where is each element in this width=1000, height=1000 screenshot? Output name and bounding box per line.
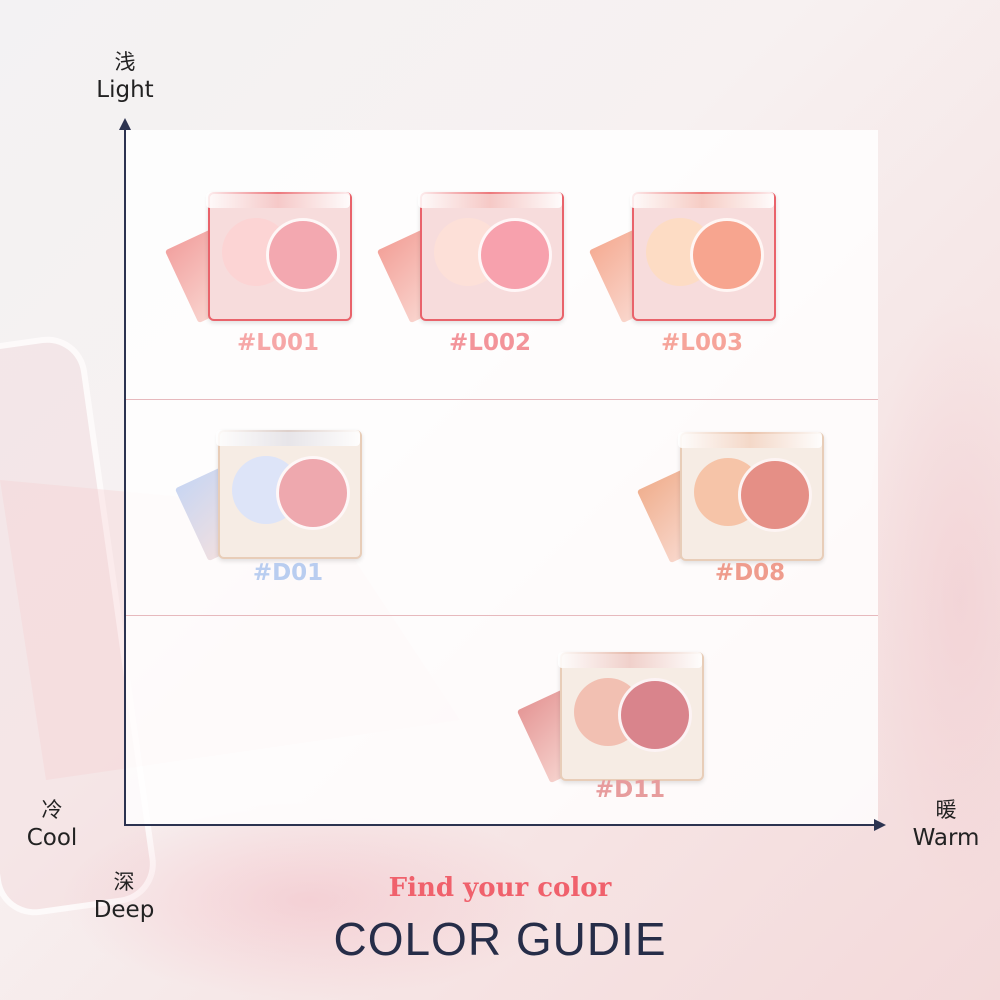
axis-label-en: Warm: [912, 825, 980, 851]
shade-code: #L002: [449, 330, 531, 356]
blush-pan: [690, 218, 764, 292]
axis-label-cool: 冷 Cool: [2, 796, 102, 852]
axis-label-deep: 深 Deep: [74, 868, 174, 924]
blush-pan: [618, 678, 692, 752]
palette-lid: [216, 430, 360, 446]
palette-lid: [558, 652, 702, 668]
blush-palette: [164, 192, 352, 324]
blush-palette: [588, 192, 776, 324]
arrow-right-icon: [874, 819, 886, 831]
axis-label-en: Deep: [93, 897, 155, 923]
blush-pan: [738, 458, 812, 532]
page-title: COLOR GUDIE: [333, 913, 667, 965]
axis-label-warm: 暖 Warm: [896, 796, 996, 852]
palette-lid: [678, 432, 822, 448]
shade-code: #L003: [661, 330, 743, 356]
row-divider-light-mid: [125, 399, 878, 400]
axis-label-en: Cool: [26, 825, 78, 851]
horizontal-axis: [124, 824, 876, 826]
tagline: Find your color: [388, 873, 612, 903]
decorative-powder-glitter: [60, 800, 560, 1000]
vertical-axis: [124, 126, 126, 826]
axis-label-zh: 冷: [41, 798, 63, 822]
blush-pan: [478, 218, 552, 292]
arrow-up-icon: [119, 118, 131, 130]
blush-palette: [516, 652, 704, 784]
axis-label-en: Light: [96, 77, 154, 103]
axis-label-zh: 暖: [935, 798, 957, 822]
blush-palette: [174, 430, 362, 562]
axis-label-light: 浅 Light: [75, 48, 175, 104]
shade-code: #D08: [714, 560, 786, 586]
shade-code: #D01: [252, 560, 324, 586]
decorative-blur: [860, 300, 1000, 900]
blush-pan: [266, 218, 340, 292]
palette-lid: [418, 192, 562, 208]
palette-lid: [206, 192, 350, 208]
shade-code: #L001: [237, 330, 319, 356]
blush-pan: [276, 456, 350, 530]
row-divider-mid-deep: [125, 615, 878, 616]
blush-palette: [636, 432, 824, 564]
palette-lid: [630, 192, 774, 208]
blush-palette: [376, 192, 564, 324]
shade-code: #D11: [594, 777, 666, 803]
axis-label-zh: 深: [113, 870, 135, 894]
axis-label-zh: 浅: [114, 50, 136, 74]
